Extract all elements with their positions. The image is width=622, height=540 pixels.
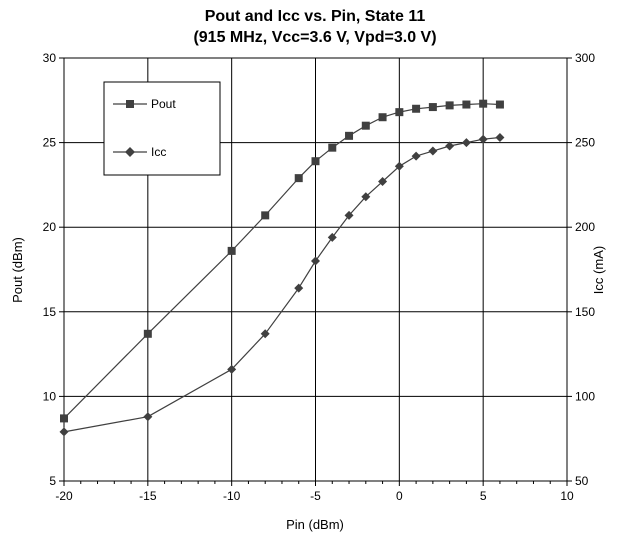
- data-point-icc: [461, 138, 471, 148]
- chart-title: Pout and Icc vs. Pin, State 11: [205, 8, 426, 25]
- data-point-icc: [445, 141, 455, 151]
- y2-tick-label: 250: [575, 136, 595, 150]
- data-point-icc: [478, 134, 488, 144]
- x-tick-label: 10: [560, 489, 574, 503]
- legend-pout-label: Pout: [151, 97, 176, 111]
- data-point-icc: [428, 146, 438, 156]
- data-point-pout: [227, 246, 236, 255]
- y-tick-label: 10: [43, 389, 57, 403]
- data-point-icc: [378, 177, 388, 187]
- y2-tick-labels: 50 100 150 200 250 300: [575, 51, 595, 488]
- data-point-icc: [294, 283, 304, 293]
- data-point-icc: [59, 427, 69, 437]
- data-point-pout: [294, 174, 303, 183]
- chart-subtitle: (915 MHz, Vcc=3.6 V, Vpd=3.0 V): [193, 29, 436, 46]
- data-point-pout: [328, 143, 337, 152]
- legend-icc-label: Icc: [151, 145, 166, 159]
- data-point-icc: [311, 256, 320, 266]
- y-tick-labels: 5 10 15 20 25 30: [43, 51, 57, 488]
- x-tick-label: 5: [480, 489, 487, 503]
- x-tick-label: -15: [139, 489, 157, 503]
- x-axis-label: Pin (dBm): [286, 517, 344, 532]
- data-point-icc: [394, 161, 404, 171]
- y-tick-label: 25: [43, 136, 57, 150]
- data-point-pout: [60, 414, 68, 423]
- data-point-icc: [143, 412, 153, 422]
- series-layer: [59, 99, 505, 437]
- data-point-icc: [260, 329, 270, 339]
- x-tick-label: -20: [55, 489, 73, 503]
- y-axis-label: Pout (dBm): [10, 237, 25, 303]
- data-point-pout: [445, 101, 454, 110]
- data-point-pout: [311, 157, 320, 166]
- y-tick-label: 30: [43, 51, 57, 65]
- data-point-icc: [361, 192, 371, 202]
- data-point-pout: [462, 100, 471, 109]
- legend: Pout Icc: [103, 81, 221, 176]
- data-point-pout: [428, 103, 437, 112]
- y-tick-label: 5: [49, 474, 56, 488]
- data-point-pout: [378, 113, 387, 122]
- y-tick-label: 15: [43, 305, 57, 319]
- y2-tick-label: 50: [575, 474, 589, 488]
- y2-tick-label: 200: [575, 220, 595, 234]
- series-line-icc: [63, 136, 500, 433]
- x-tick-label: -10: [223, 489, 241, 503]
- legend-pout-marker: [126, 100, 134, 108]
- legend-box: [103, 81, 221, 176]
- data-point-pout: [479, 99, 488, 108]
- data-point-pout: [345, 131, 354, 140]
- data-point-icc: [227, 364, 237, 374]
- y2-tick-label: 300: [575, 51, 595, 65]
- y-tick-label: 20: [43, 220, 57, 234]
- data-point-pout: [395, 108, 404, 117]
- data-point-icc: [344, 210, 354, 220]
- x-tick-label: -5: [310, 489, 321, 503]
- data-point-pout: [361, 121, 370, 130]
- legend-icc-marker: [125, 147, 135, 157]
- x-tick-label: 0: [396, 489, 403, 503]
- data-point-pout: [143, 329, 152, 338]
- data-point-icc: [495, 133, 505, 143]
- data-point-icc: [411, 151, 421, 161]
- y2-tick-label: 100: [575, 389, 595, 403]
- data-point-icc: [327, 232, 337, 242]
- data-point-pout: [412, 104, 421, 113]
- y2-axis-label: Icc (mA): [591, 246, 606, 294]
- x-tick-labels: -20 -15 -10 -5 0 5 10: [55, 489, 574, 503]
- data-point-pout: [495, 100, 504, 109]
- tick-marks: [59, 57, 572, 486]
- y2-tick-label: 150: [575, 305, 595, 319]
- data-point-pout: [261, 211, 270, 220]
